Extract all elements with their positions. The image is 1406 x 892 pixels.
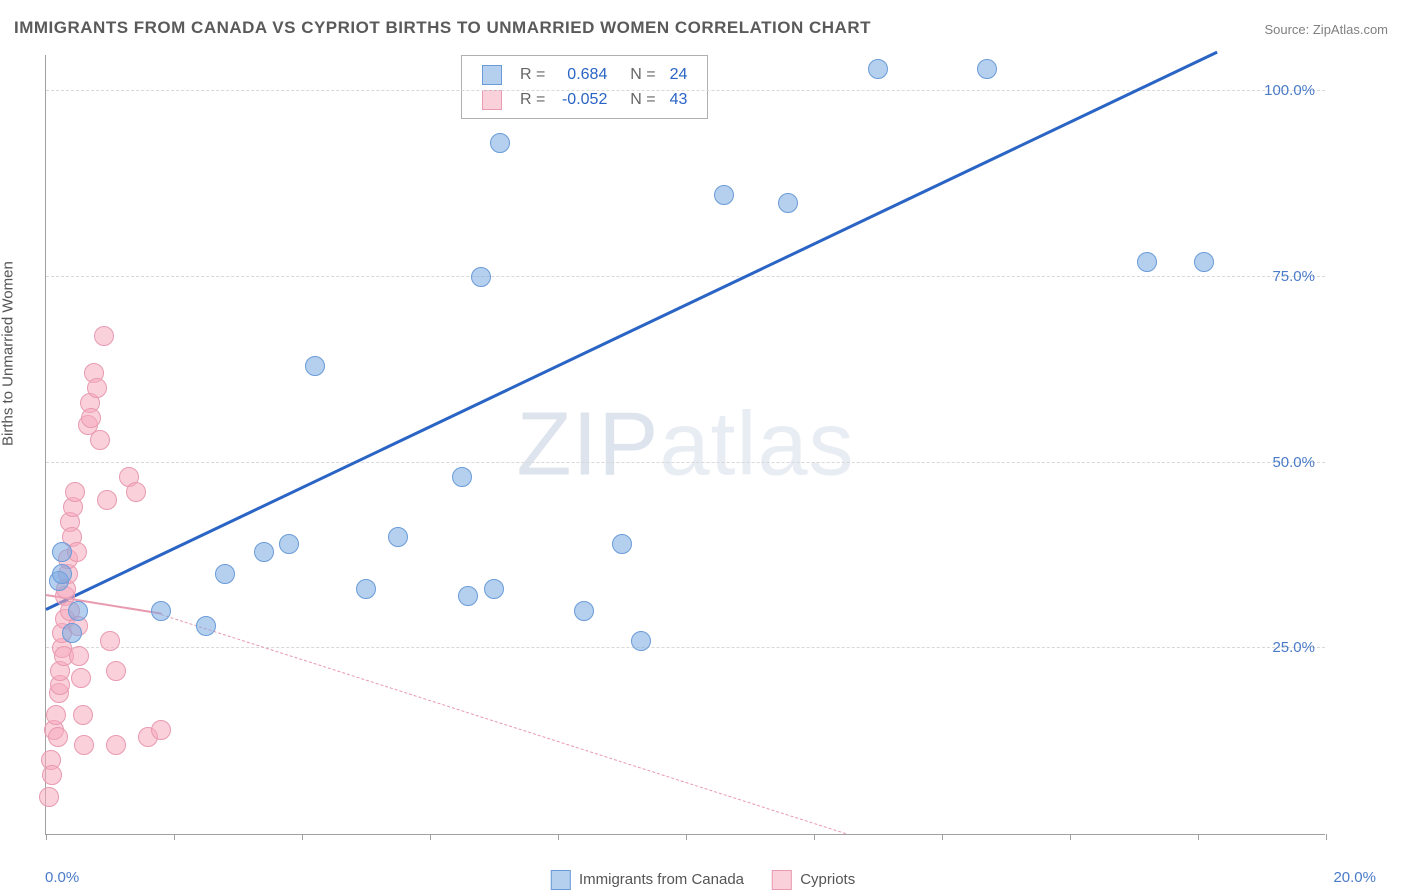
data-point xyxy=(97,490,117,510)
data-point xyxy=(73,705,93,725)
watermark: ZIPatlas xyxy=(516,393,854,496)
data-point xyxy=(48,727,68,747)
legend-item: Cypriots xyxy=(772,870,855,890)
gridline-h xyxy=(46,647,1325,648)
data-point xyxy=(42,765,62,785)
source-label: Source: ZipAtlas.com xyxy=(1264,22,1388,37)
data-point xyxy=(74,735,94,755)
ytick-label: 100.0% xyxy=(1264,82,1325,99)
data-point xyxy=(106,735,126,755)
data-point xyxy=(215,564,235,584)
xtick xyxy=(1326,834,1327,840)
correlation-legend: R =0.684 N =24R =-0.052 N =43 xyxy=(461,55,708,119)
data-point xyxy=(714,185,734,205)
ytick-label: 25.0% xyxy=(1272,639,1325,656)
xtick xyxy=(174,834,175,840)
data-point xyxy=(151,720,171,740)
xtick-label: 20.0% xyxy=(1333,869,1376,886)
data-point xyxy=(868,59,888,79)
xtick xyxy=(686,834,687,840)
data-point xyxy=(574,601,594,621)
data-point xyxy=(388,527,408,547)
data-point xyxy=(631,631,651,651)
data-point xyxy=(87,378,107,398)
series-legend: Immigrants from Canada Cypriots xyxy=(551,870,855,890)
data-point xyxy=(52,564,72,584)
data-point xyxy=(490,133,510,153)
data-point xyxy=(151,601,171,621)
scatter-chart: ZIPatlas R =0.684 N =24R =-0.052 N =43 2… xyxy=(45,55,1325,835)
data-point xyxy=(1137,252,1157,272)
xtick xyxy=(942,834,943,840)
data-point xyxy=(52,542,72,562)
xtick xyxy=(302,834,303,840)
xtick-label: 0.0% xyxy=(45,869,79,886)
data-point xyxy=(458,586,478,606)
data-point xyxy=(106,661,126,681)
data-point xyxy=(39,787,59,807)
data-point xyxy=(62,623,82,643)
legend-table: R =0.684 N =24R =-0.052 N =43 xyxy=(474,61,695,113)
data-point xyxy=(126,482,146,502)
ytick-label: 50.0% xyxy=(1272,454,1325,471)
data-point xyxy=(1194,252,1214,272)
data-point xyxy=(94,326,114,346)
data-point xyxy=(71,668,91,688)
data-point xyxy=(279,534,299,554)
ytick-label: 75.0% xyxy=(1272,268,1325,285)
chart-title: IMMIGRANTS FROM CANADA VS CYPRIOT BIRTHS… xyxy=(14,18,871,38)
xtick xyxy=(1070,834,1071,840)
data-point xyxy=(46,705,66,725)
gridline-h xyxy=(46,276,1325,277)
trend-line xyxy=(45,51,1217,611)
data-point xyxy=(471,267,491,287)
xtick xyxy=(430,834,431,840)
xtick xyxy=(558,834,559,840)
data-point xyxy=(100,631,120,651)
gridline-h xyxy=(46,462,1325,463)
data-point xyxy=(90,430,110,450)
data-point xyxy=(612,534,632,554)
data-point xyxy=(254,542,274,562)
data-point xyxy=(69,646,89,666)
xtick xyxy=(1198,834,1199,840)
data-point xyxy=(65,482,85,502)
xtick xyxy=(814,834,815,840)
data-point xyxy=(452,467,472,487)
data-point xyxy=(196,616,216,636)
data-point xyxy=(977,59,997,79)
data-point xyxy=(484,579,504,599)
xtick xyxy=(46,834,47,840)
data-point xyxy=(305,356,325,376)
data-point xyxy=(68,601,88,621)
data-point xyxy=(81,408,101,428)
legend-item: Immigrants from Canada xyxy=(551,870,744,890)
data-point xyxy=(356,579,376,599)
data-point xyxy=(778,193,798,213)
y-axis-label: Births to Unmarried Women xyxy=(0,261,17,446)
